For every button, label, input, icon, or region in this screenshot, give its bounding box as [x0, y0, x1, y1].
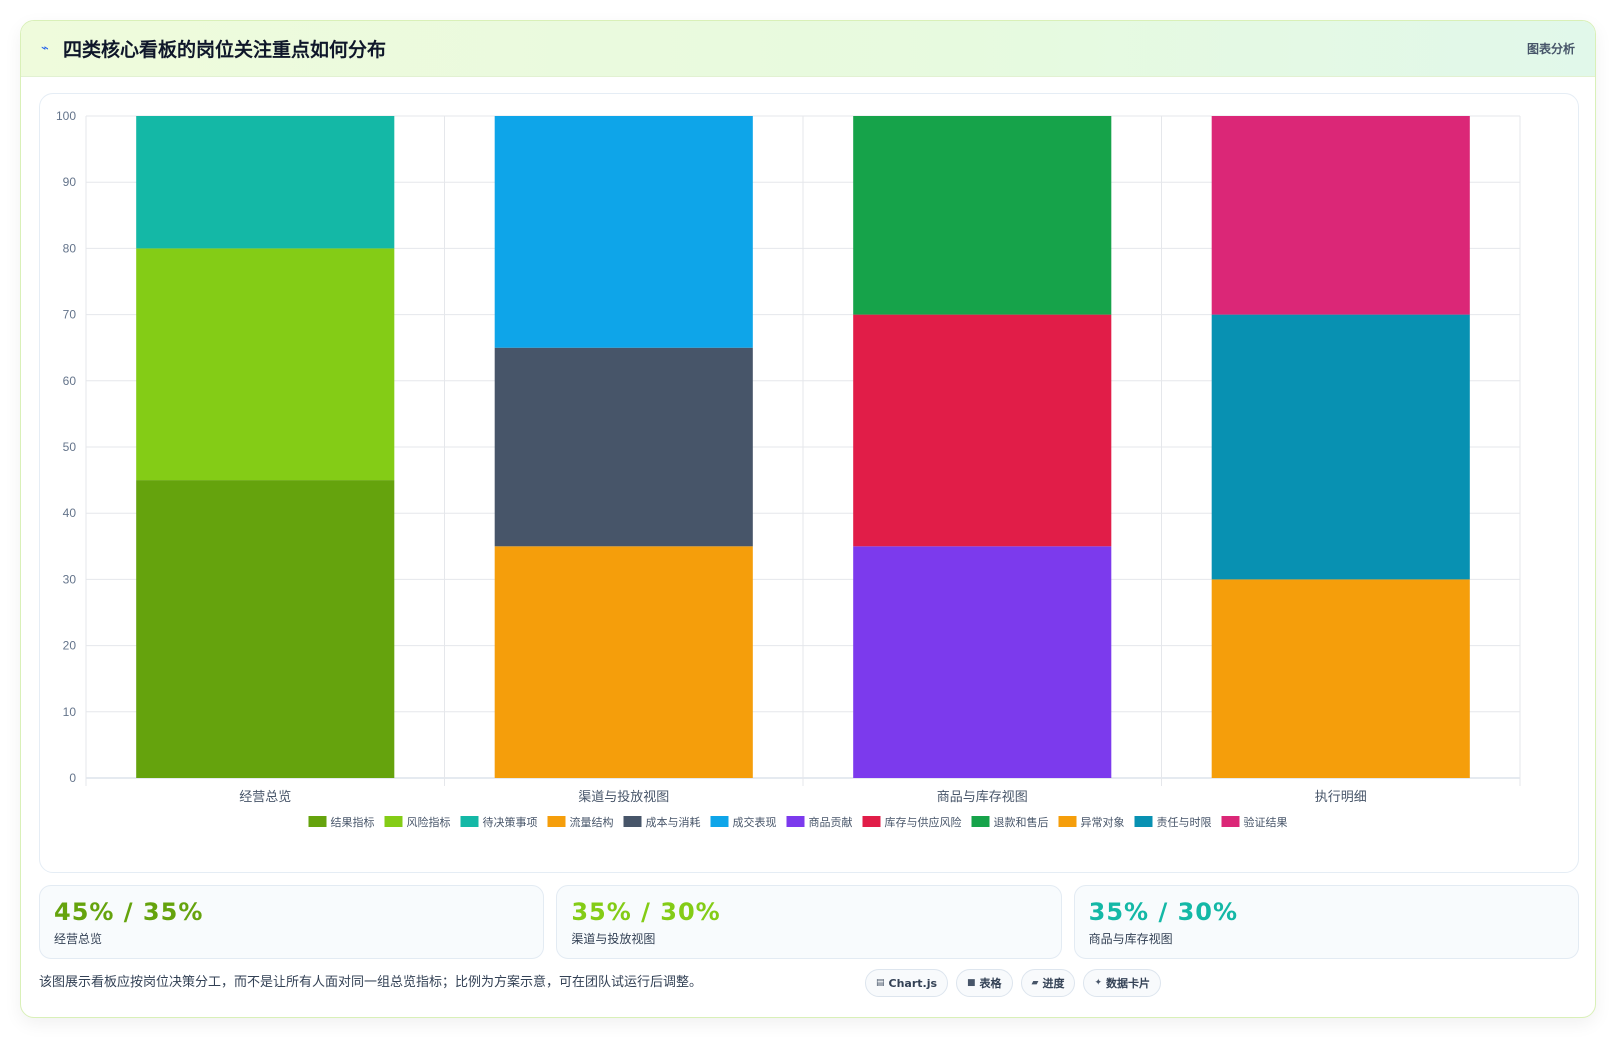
data-card-chip[interactable]: ✦ 数据卡片 — [1083, 969, 1162, 997]
bar-segment — [853, 314, 1112, 547]
legend-label: 库存与供应风险 — [885, 815, 962, 829]
footer-note: 该图展示看板应按岗位决策分工，而不是让所有人面对同一组总览指标；比例为方案示意，… — [39, 975, 703, 990]
card-header: ⌁ 四类核心看板的岗位关注重点如何分布 图表分析 — [21, 21, 1595, 77]
sparkle-icon: ✦ — [1094, 978, 1103, 988]
progress-chip[interactable]: ▰ 进度 — [1020, 969, 1076, 997]
legend-swatch — [1058, 816, 1077, 827]
y-tick-label: 50 — [63, 440, 77, 454]
table-chip[interactable]: ■ 表格 — [956, 969, 1013, 997]
x-tick-label: 商品与库存视图 — [937, 789, 1028, 804]
chart-panel: 0 10 20 30 40 50 60 70 80 90 100 经营总览 渠道与投放视图 商品与库存视图… — [39, 93, 1579, 873]
legend-swatch — [460, 816, 479, 827]
stat-label: 渠道与投放视图 — [571, 932, 656, 946]
legend-label: 退款和售后 — [994, 815, 1049, 829]
legend-label: 待决策事项 — [483, 815, 538, 829]
stat-value: 35% / 30% — [1088, 898, 1239, 926]
stat-label: 经营总览 — [54, 932, 103, 946]
bar-segment — [1211, 579, 1470, 778]
legend-swatch — [547, 816, 566, 827]
bar-segment — [136, 116, 395, 249]
legend-swatch — [623, 816, 642, 827]
stat-value: 45% / 35% — [54, 898, 204, 926]
bar-segment — [853, 546, 1112, 778]
x-tick-label: 执行明细 — [1315, 789, 1367, 804]
y-tick-label: 100 — [56, 109, 76, 123]
page-title: 四类核心看板的岗位关注重点如何分布 — [63, 39, 387, 61]
trend-icon: ⌁ — [41, 41, 49, 56]
y-tick-label: 0 — [69, 771, 76, 785]
legend-swatch — [1134, 816, 1153, 827]
legend-label: 异常对象 — [1081, 815, 1125, 829]
stat-label: 商品与库存视图 — [1088, 932, 1173, 946]
bar-segment — [494, 116, 753, 348]
legend-label: 验证结果 — [1244, 815, 1288, 829]
chip-group: ▤ Chart.js ■ 表格 ▰ 进度 ✦ 数据卡片 — [865, 969, 1162, 997]
bar-segment — [853, 116, 1112, 315]
y-tick-label: 90 — [63, 175, 77, 189]
stat-card: 35% / 30% 渠道与投放视图 — [556, 885, 1062, 959]
legend-swatch — [971, 816, 990, 827]
y-tick-label: 80 — [63, 241, 77, 255]
y-tick-label: 10 — [63, 705, 77, 719]
y-tick-label: 20 — [63, 639, 77, 653]
chip-label: 进度 — [1042, 977, 1065, 990]
legend-swatch — [384, 816, 403, 827]
stacked-bar-chart: 0 10 20 30 40 50 60 70 80 90 100 经营总览 渠道与投放视图 商品与库存视图… — [56, 109, 1521, 829]
chip-label: Chart.js — [888, 976, 938, 990]
stat-card: 35% / 30% 商品与库存视图 — [1073, 885, 1579, 959]
bar-segment — [136, 248, 395, 481]
chart-icon: ▤ — [876, 978, 885, 988]
legend-label: 风险指标 — [407, 815, 451, 829]
table-icon: ■ — [967, 978, 976, 988]
y-tick-label: 70 — [63, 308, 77, 322]
chip-label: 数据卡片 — [1106, 977, 1151, 990]
legend-label: 结果指标 — [331, 815, 375, 829]
chartjs-chip[interactable]: ▤ Chart.js — [865, 969, 949, 997]
legend-swatch — [1221, 816, 1240, 827]
progress-icon: ▰ — [1031, 978, 1039, 988]
bar-segment — [1211, 116, 1470, 315]
stat-value: 35% / 30% — [571, 898, 721, 926]
legend-swatch — [710, 816, 729, 827]
legend-label: 成本与消耗 — [646, 815, 701, 829]
bar-segment — [136, 480, 395, 778]
title-wrap: ⌁ 四类核心看板的岗位关注重点如何分布 — [41, 35, 386, 62]
bar-segment — [1211, 314, 1470, 580]
bar-segment — [494, 347, 753, 547]
legend-label: 商品贡献 — [809, 815, 853, 829]
legend-label: 责任与时限 — [1157, 816, 1212, 829]
chart-card: ⌁ 四类核心看板的岗位关注重点如何分布 图表分析 0 10 20 30 40 50 60 70… — [20, 20, 1596, 1018]
y-tick-label: 30 — [63, 572, 77, 586]
x-tick-label: 经营总览 — [239, 789, 291, 804]
stat-card: 45% / 35% 经营总览 — [39, 885, 545, 959]
legend-label: 成交表现 — [733, 815, 777, 829]
footer: 该图展示看板应按岗位决策分工，而不是让所有人面对同一组总览指标；比例为方案示意，… — [39, 965, 1579, 1005]
chart-analysis-tag[interactable]: 图表分析 — [1526, 42, 1575, 56]
x-tick-label: 渠道与投放视图 — [578, 789, 669, 804]
legend-swatch — [308, 816, 327, 827]
bar-segment — [494, 546, 753, 778]
y-tick-label: 40 — [63, 506, 77, 520]
y-tick-label: 60 — [63, 374, 77, 388]
legend-swatch — [862, 816, 881, 827]
legend-swatch — [786, 816, 805, 827]
stat-cards: 45% / 35% 经营总览 35% / 30% 渠道与投放视图 35% / 3… — [39, 885, 1579, 959]
chip-label: 表格 — [979, 977, 1002, 990]
legend-label: 流量结构 — [570, 815, 614, 829]
